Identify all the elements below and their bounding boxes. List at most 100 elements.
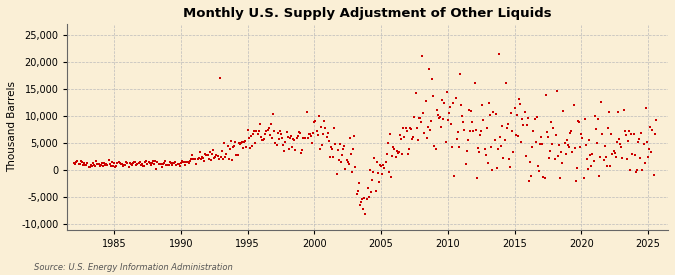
Point bbox=[211, 152, 222, 157]
Point bbox=[419, 131, 430, 136]
Point bbox=[196, 156, 207, 161]
Point bbox=[359, 196, 370, 200]
Point bbox=[93, 161, 104, 166]
Point bbox=[556, 150, 567, 154]
Point bbox=[144, 161, 155, 165]
Point bbox=[215, 76, 225, 80]
Point bbox=[310, 119, 321, 123]
Point bbox=[338, 147, 349, 151]
Point bbox=[76, 158, 86, 163]
Point bbox=[308, 131, 319, 135]
Point bbox=[265, 121, 276, 126]
Point bbox=[506, 111, 516, 116]
Point bbox=[99, 161, 109, 165]
Point bbox=[449, 174, 460, 178]
Point bbox=[616, 145, 626, 149]
Point bbox=[183, 161, 194, 165]
Point bbox=[271, 143, 282, 147]
Point bbox=[124, 161, 135, 165]
Point bbox=[555, 176, 566, 180]
Point bbox=[456, 103, 466, 107]
Point bbox=[152, 160, 163, 164]
Point bbox=[455, 72, 466, 76]
Point bbox=[340, 166, 351, 171]
Point bbox=[520, 154, 531, 158]
Point bbox=[191, 162, 202, 166]
Point bbox=[537, 141, 547, 146]
Point bbox=[107, 160, 117, 164]
Point bbox=[458, 119, 468, 124]
Point bbox=[515, 102, 526, 107]
Point bbox=[172, 162, 183, 166]
Point bbox=[474, 150, 485, 154]
Point bbox=[288, 137, 298, 141]
Point bbox=[622, 139, 633, 144]
Point bbox=[151, 166, 162, 171]
Point bbox=[423, 67, 434, 71]
Point bbox=[212, 154, 223, 158]
Point bbox=[320, 126, 331, 130]
Point bbox=[250, 141, 261, 145]
Point bbox=[379, 166, 389, 171]
Point bbox=[335, 160, 346, 164]
Point bbox=[493, 147, 504, 151]
Point bbox=[404, 125, 415, 130]
Point bbox=[545, 149, 556, 154]
Point bbox=[128, 160, 138, 165]
Point bbox=[145, 163, 156, 167]
Point bbox=[603, 110, 614, 114]
Point bbox=[572, 166, 583, 170]
Point bbox=[485, 113, 495, 117]
Point bbox=[297, 147, 308, 152]
Point bbox=[258, 138, 269, 142]
Point bbox=[464, 108, 475, 112]
Point bbox=[385, 175, 396, 179]
Point bbox=[475, 133, 485, 137]
Point bbox=[620, 133, 631, 137]
Point bbox=[88, 161, 99, 165]
Point bbox=[466, 109, 477, 113]
Point bbox=[241, 145, 252, 149]
Point bbox=[78, 162, 88, 167]
Point bbox=[534, 169, 545, 173]
Point bbox=[460, 161, 471, 166]
Point bbox=[190, 157, 200, 162]
Point bbox=[641, 106, 651, 110]
Point bbox=[373, 170, 383, 175]
Point bbox=[148, 161, 159, 166]
Point bbox=[205, 150, 215, 155]
Point bbox=[429, 144, 440, 148]
Point bbox=[610, 150, 620, 155]
Point bbox=[70, 162, 80, 166]
Point bbox=[448, 101, 459, 105]
Point bbox=[302, 136, 313, 141]
Point bbox=[103, 158, 114, 162]
Point bbox=[278, 143, 289, 147]
Point bbox=[159, 161, 169, 165]
Point bbox=[529, 117, 540, 121]
Point bbox=[244, 146, 255, 151]
Point bbox=[533, 163, 543, 168]
Point bbox=[180, 163, 191, 167]
Point bbox=[284, 147, 294, 152]
Point bbox=[202, 152, 213, 157]
Point bbox=[497, 124, 508, 128]
Point bbox=[189, 156, 200, 161]
Point bbox=[138, 164, 148, 168]
Point bbox=[584, 138, 595, 142]
Point bbox=[269, 129, 279, 133]
Point bbox=[234, 141, 245, 146]
Point bbox=[613, 110, 624, 114]
Point bbox=[268, 112, 279, 116]
Point bbox=[385, 132, 396, 136]
Point bbox=[303, 132, 314, 136]
Point bbox=[150, 158, 161, 163]
Point bbox=[170, 160, 181, 164]
Point bbox=[134, 160, 145, 164]
Point bbox=[167, 163, 178, 167]
Point bbox=[433, 113, 443, 117]
Point bbox=[599, 144, 610, 148]
Y-axis label: Thousand Barrels: Thousand Barrels bbox=[7, 81, 17, 172]
Point bbox=[270, 141, 281, 145]
Point bbox=[262, 128, 273, 133]
